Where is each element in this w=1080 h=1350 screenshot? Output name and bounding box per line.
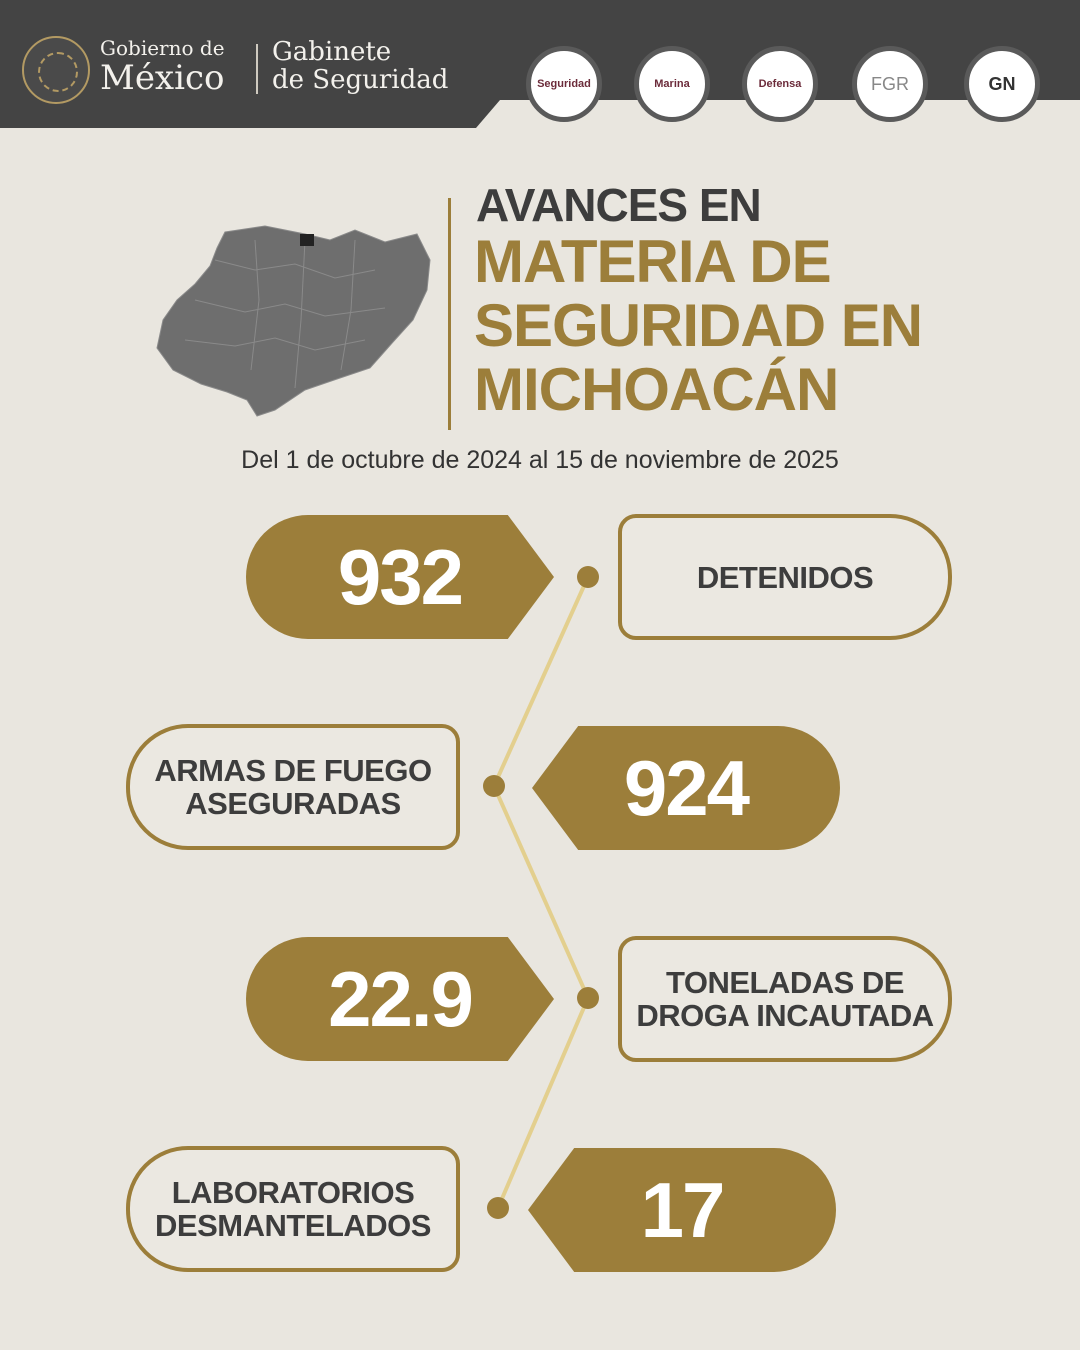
title-line1: AVANCES EN [476,179,762,231]
stat-value-armas: 924 [532,726,840,850]
gabinete-line1: Gabinete [272,37,392,67]
gabinete-line2: de Seguridad [272,65,449,95]
gov-line2: México [100,58,225,98]
gobierno-de-mexico-logo: Gobierno de México [100,36,225,96]
stat-label-line: ARMAS DE FUEGO [154,753,432,788]
fgr-logo: FGR [852,46,928,122]
title-main: MATERIA DE SEGURIDAD EN MICHOACÁN [474,228,923,423]
guardia-nacional-logo: GN [964,46,1040,122]
seguridad-logo: Seguridad [526,46,602,122]
marina-logo: Marina [634,46,710,122]
michoacan-map [156,225,431,417]
stat-label-line: DETENIDOS [696,559,874,595]
stat-value-detenidos: 932 [246,515,554,639]
stat-label-line: TONELADAS DE [665,965,905,1000]
stat-label-line: DESMANTELADOS [155,1208,431,1243]
stat-label-line: DROGA INCAUTADA [636,998,934,1033]
gabinete-seguridad-logo: Gabinete de Seguridad [272,38,448,94]
title-line2: MATERIA DE [474,228,832,295]
title-line4: MICHOACÁN [474,356,839,423]
stat-label-laboratorios: LABORATORIOS DESMANTELADOS [126,1146,460,1272]
title-rule [448,198,451,430]
gov-line1: Gobierno de [100,36,225,60]
defensa-logo: Defensa [742,46,818,122]
stat-label-armas: ARMAS DE FUEGO ASEGURADAS [126,724,460,850]
highlighted-municipality [300,234,314,246]
timeline-dot [577,566,599,588]
timeline-dot [487,1197,509,1219]
header-divider [256,44,258,94]
title-line3: SEGURIDAD EN [474,292,923,359]
stat-label-line: LABORATORIOS [171,1175,415,1210]
timeline-dot [483,775,505,797]
timeline-dot [577,987,599,1009]
stat-label-detenidos: DETENIDOS [618,514,952,640]
stat-value-droga: 22.9 [246,937,554,1061]
mexico-seal-logo [22,36,90,104]
stat-label-line: ASEGURADAS [185,786,401,821]
stat-value-laboratorios: 17 [528,1148,836,1272]
date-range: Del 1 de octubre de 2024 al 15 de noviem… [241,446,839,474]
stat-label-droga: TONELADAS DE DROGA INCAUTADA [618,936,952,1062]
